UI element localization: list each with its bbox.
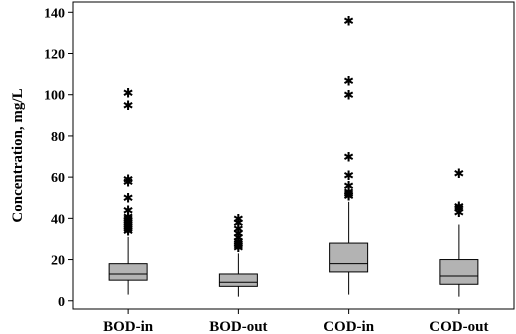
outlier-point: ✱ <box>233 235 244 250</box>
outlier-point: ✱ <box>123 212 134 227</box>
outlier-point: ✱ <box>123 204 134 219</box>
outlier-point: ✱ <box>453 200 464 215</box>
y-tick-label: 20 <box>51 254 65 269</box>
outlier-point: ✱ <box>233 227 244 242</box>
outlier-point: ✱ <box>343 179 354 194</box>
boxes-group: ✱✱✱✱✱✱✱✱✱✱✱✱✱✱✱✱✱✱✱✱✱✱✱✱✱✱✱✱✱✱✱✱✱✱✱✱ <box>108 15 479 297</box>
x-tick-label: BOD-out <box>209 319 267 334</box>
outlier-point: ✱ <box>453 202 464 217</box>
y-axis-title: Concentration, mg/L <box>10 88 26 222</box>
x-tick-label: BOD-in <box>103 319 154 334</box>
outlier-point: ✱ <box>343 74 354 89</box>
outlier-point: ✱ <box>343 190 354 205</box>
outlier-point: ✱ <box>123 216 134 231</box>
outlier-point: ✱ <box>123 219 134 234</box>
outlier-point: ✱ <box>343 188 354 203</box>
outlier-point: ✱ <box>453 167 464 182</box>
outlier-point: ✱ <box>233 237 244 252</box>
outlier-point: ✱ <box>123 225 134 240</box>
box-iqr <box>329 242 369 273</box>
outlier-point: ✱ <box>123 192 134 207</box>
outlier-point: ✱ <box>123 175 134 190</box>
outlier-point: ✱ <box>123 210 134 225</box>
plot-frame <box>72 1 515 310</box>
outlier-point: ✱ <box>123 173 134 188</box>
outlier-point: ✱ <box>233 241 244 256</box>
outlier-point: ✱ <box>233 216 244 231</box>
outlier-point: ✱ <box>453 206 464 221</box>
outlier-point: ✱ <box>343 15 354 30</box>
y-tick-label: 140 <box>44 6 65 21</box>
y-tick-label: 40 <box>51 212 65 227</box>
outlier-point: ✱ <box>123 214 134 229</box>
outlier-point: ✱ <box>233 239 244 254</box>
outlier-point: ✱ <box>123 223 134 238</box>
y-tick-label: 60 <box>51 171 65 186</box>
y-tick-label: 120 <box>44 48 65 63</box>
outlier-point: ✱ <box>123 87 134 102</box>
x-tick-label: COD-in <box>323 319 374 334</box>
box-iqr <box>439 259 479 285</box>
x-tick-label: COD-out <box>429 319 488 334</box>
labels-group: 0 20 40 60 80 100 120 140 BOD-in BOD-out COD-in COD… <box>44 6 488 334</box>
outlier-point: ✱ <box>343 186 354 201</box>
outlier-point: ✱ <box>233 223 244 238</box>
y-tick-label: 80 <box>51 130 65 145</box>
outlier-point: ✱ <box>343 89 354 104</box>
y-tick-label: 100 <box>44 89 65 104</box>
outlier-point: ✱ <box>343 169 354 184</box>
outlier-point: ✱ <box>343 151 354 166</box>
outlier-point: ✱ <box>233 212 244 227</box>
outlier-point: ✱ <box>233 231 244 246</box>
outlier-point: ✱ <box>123 99 134 114</box>
y-tick-label: 0 <box>58 295 65 310</box>
axes <box>68 1 515 314</box>
box-iqr <box>108 263 148 281</box>
box-iqr <box>218 273 258 287</box>
outlier-point: ✱ <box>123 221 134 236</box>
